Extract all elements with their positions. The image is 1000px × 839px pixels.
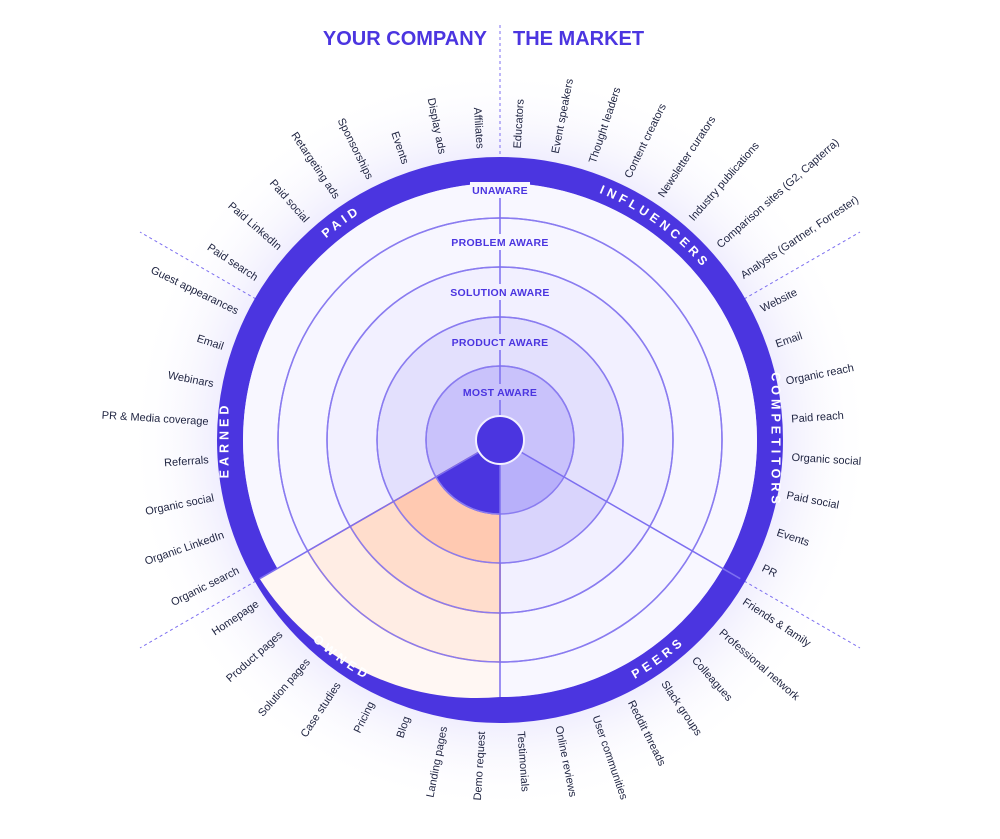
channel-label-paid-7: Affiliates bbox=[471, 107, 486, 150]
header-your-company: YOUR COMPANY bbox=[323, 28, 488, 50]
ring-label-bg-unaware bbox=[470, 182, 530, 198]
inner-divider-bottom-left bbox=[259, 439, 501, 580]
ring-label-bg-most-aware bbox=[462, 384, 538, 400]
inner-divider-bottom-right bbox=[499, 439, 741, 580]
ring-label-bg-product-aware bbox=[453, 334, 547, 350]
ring-label-problem-aware: PROBLEM AWARE bbox=[451, 237, 548, 249]
center-dot bbox=[475, 415, 525, 465]
outer-band bbox=[217, 157, 783, 723]
channel-label-competitors-3: Paid reach bbox=[791, 410, 844, 426]
channel-label-competitors-4: Organic social bbox=[791, 452, 861, 468]
ring-label-product-aware: PRODUCT AWARE bbox=[452, 337, 549, 349]
ring-label-bg-problem-aware bbox=[453, 234, 547, 250]
channel-label-influencers-0: Educators bbox=[512, 98, 527, 149]
channel-label-owned-0: Demo request bbox=[472, 731, 488, 801]
band-label-competitors: COMPETITORS bbox=[769, 372, 783, 507]
header-the-market: THE MARKET bbox=[513, 28, 644, 50]
channel-label-peers-7: Testimonials bbox=[515, 731, 531, 793]
band-label-earned: EARNED bbox=[217, 402, 231, 479]
channel-label-earned-3: Referrals bbox=[164, 454, 210, 469]
ring-label-most-aware: MOST AWARE bbox=[463, 387, 537, 399]
ring-label-bg-solution-aware bbox=[451, 284, 549, 300]
ring-label-solution-aware: SOLUTION AWARE bbox=[450, 287, 549, 299]
ring-label-unaware: UNAWARE bbox=[472, 185, 528, 197]
